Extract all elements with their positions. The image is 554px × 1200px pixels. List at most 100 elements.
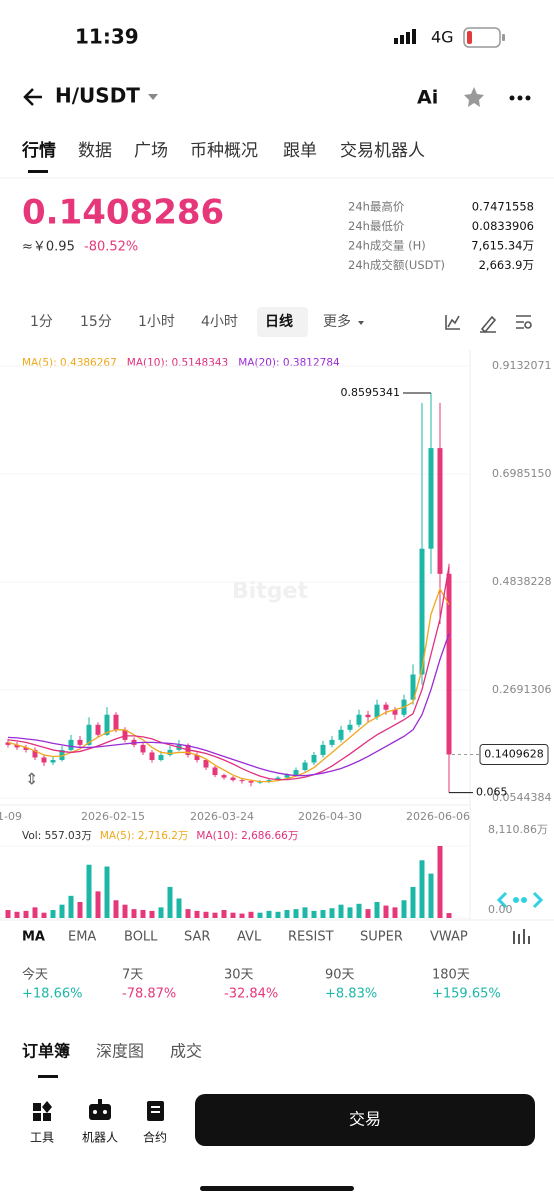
indicator-tab[interactable]: BOLL bbox=[124, 930, 158, 945]
candle-body bbox=[95, 724, 101, 735]
y-tick-label: 0.0544384 bbox=[492, 791, 552, 804]
candle-body bbox=[365, 714, 371, 718]
trade-button[interactable] bbox=[195, 1094, 535, 1146]
tab[interactable]: 交易机器人 bbox=[340, 141, 425, 161]
price-change: -80.52% bbox=[84, 240, 138, 255]
more-menu[interactable] bbox=[509, 95, 531, 101]
status-time: 11:39 bbox=[75, 25, 139, 49]
scale-toggle[interactable]: ⇕ bbox=[25, 770, 38, 789]
volume-bar bbox=[167, 886, 173, 918]
order-tab[interactable]: 深度图 bbox=[96, 1042, 144, 1061]
volume-legend: MA(5): 2,716.2万 bbox=[100, 830, 189, 842]
y-tick-label: 0.9132071 bbox=[492, 359, 552, 372]
indicator-tab[interactable]: EMA bbox=[68, 930, 96, 945]
volume-bar bbox=[221, 910, 227, 918]
indicator-settings[interactable] bbox=[513, 929, 530, 944]
stat-label: 24h成交量 (H) bbox=[348, 239, 426, 253]
indicator-tab[interactable]: AVL bbox=[237, 930, 262, 945]
volume-bar bbox=[437, 846, 443, 918]
indicator-tab[interactable]: SUPER bbox=[360, 930, 403, 945]
order-tab[interactable]: 订单簿 bbox=[22, 1042, 70, 1061]
tools-icon[interactable] bbox=[33, 1101, 52, 1121]
ma-legend: MA(5): 0.4386267 bbox=[22, 357, 117, 369]
period-label: 90天 bbox=[325, 968, 355, 983]
candle-body bbox=[266, 780, 272, 782]
tab[interactable]: 数据 bbox=[78, 141, 112, 161]
pair[interactable]: H/USDT bbox=[55, 84, 140, 108]
stat-value: 2,663.9万 bbox=[479, 258, 534, 272]
interval[interactable]: 更多 bbox=[323, 313, 351, 330]
last-price: 0.1408286 bbox=[22, 193, 224, 233]
contract-icon[interactable] bbox=[147, 1101, 164, 1121]
back-button[interactable] bbox=[23, 88, 42, 106]
candles bbox=[5, 392, 452, 793]
candle-body bbox=[230, 777, 236, 781]
interval[interactable]: 1小时 bbox=[138, 314, 175, 330]
volume-bar bbox=[293, 909, 299, 918]
candle-body bbox=[275, 777, 281, 781]
volume-tick-label: 0.00 bbox=[488, 903, 513, 916]
tab[interactable]: 币种概况 bbox=[190, 141, 258, 161]
tab[interactable]: 广场 bbox=[134, 141, 168, 161]
low-label: 0.065 bbox=[476, 786, 508, 799]
order-tab[interactable]: 成交 bbox=[170, 1042, 202, 1061]
volume-bar bbox=[392, 907, 398, 918]
indicator-tab[interactable]: MA bbox=[22, 930, 45, 945]
volume-bar bbox=[248, 911, 254, 918]
candle-body bbox=[149, 752, 155, 760]
volume-bar bbox=[86, 864, 92, 918]
indicator-tab[interactable]: SAR bbox=[184, 930, 210, 945]
scroll-latest[interactable] bbox=[496, 891, 544, 909]
candle-body bbox=[374, 704, 380, 718]
volume-bar bbox=[257, 912, 263, 918]
nav-label[interactable]: 工具 bbox=[30, 1131, 54, 1145]
candle-body bbox=[392, 709, 398, 715]
indicator-tab[interactable]: RESIST bbox=[288, 930, 334, 945]
volume-bar bbox=[419, 860, 425, 918]
candle-body bbox=[140, 744, 146, 753]
nav-label[interactable]: 机器人 bbox=[82, 1131, 118, 1145]
volume-bar bbox=[158, 907, 164, 918]
volume-bar bbox=[230, 912, 236, 918]
period-label: 30天 bbox=[224, 968, 254, 983]
volume-bar bbox=[212, 912, 218, 918]
interval[interactable]: 日线 bbox=[265, 313, 293, 330]
volume-bar bbox=[338, 904, 344, 918]
volume-bar bbox=[77, 902, 83, 918]
interval[interactable]: 15分 bbox=[80, 314, 112, 330]
ai-button[interactable]: Ai bbox=[417, 87, 438, 109]
volume-bar bbox=[5, 910, 11, 918]
candle-body bbox=[158, 754, 164, 760]
interval[interactable]: 4小时 bbox=[201, 314, 238, 330]
volume-bar bbox=[23, 910, 29, 918]
tab[interactable]: 行情 bbox=[21, 140, 56, 161]
volume-bar bbox=[329, 908, 335, 918]
volume-bar bbox=[149, 910, 155, 918]
indicator-tab[interactable]: VWAP bbox=[430, 930, 468, 945]
bot-icon[interactable] bbox=[89, 1099, 111, 1120]
candle-body bbox=[437, 448, 443, 574]
x-tick-label: 2026-04-30 bbox=[298, 810, 362, 823]
ma-line bbox=[7, 566, 450, 781]
volume-bar bbox=[68, 895, 74, 918]
trade-button-label[interactable]: 交易 bbox=[349, 1110, 381, 1129]
volume-bar bbox=[194, 910, 200, 918]
candle-body bbox=[284, 775, 290, 778]
period-label: 7天 bbox=[122, 968, 143, 983]
candle-body bbox=[356, 714, 362, 725]
candle-body bbox=[50, 759, 56, 763]
candle-body bbox=[122, 729, 128, 740]
stat-value: 0.7471558 bbox=[472, 200, 534, 214]
chart-tools[interactable] bbox=[445, 315, 532, 334]
volume-bar bbox=[32, 907, 38, 918]
interval[interactable]: 1分 bbox=[30, 314, 53, 330]
volume-bar bbox=[356, 903, 362, 918]
volume-bar bbox=[383, 905, 389, 918]
candle-body bbox=[14, 744, 20, 748]
nav-label[interactable]: 合约 bbox=[143, 1130, 167, 1145]
favorite-star[interactable] bbox=[464, 87, 484, 107]
pair-dropdown[interactable] bbox=[148, 94, 158, 100]
volume-bar bbox=[401, 900, 407, 918]
tab[interactable]: 跟单 bbox=[283, 141, 317, 161]
